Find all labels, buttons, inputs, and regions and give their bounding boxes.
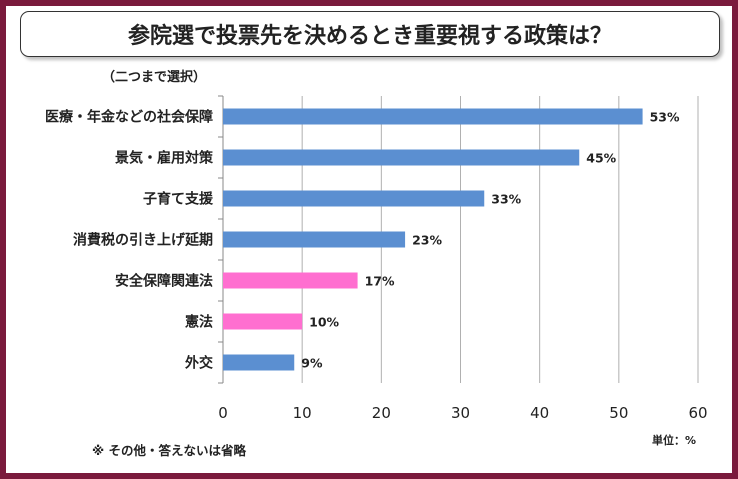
bar-1	[223, 149, 580, 166]
bar-5	[223, 313, 303, 330]
x-tick-label-0: 0	[218, 404, 228, 422]
bar-2	[223, 190, 485, 207]
x-tick-label-4: 40	[530, 404, 549, 422]
x-tick-label-6: 60	[688, 404, 707, 422]
bar-6	[223, 354, 295, 371]
category-label-1: 景気・雇用対策	[115, 150, 214, 167]
x-tick-label-3: 30	[451, 404, 470, 422]
unit-label: 単位：%	[652, 434, 697, 447]
value-label-1: 45%	[586, 151, 616, 166]
chart-title: 参院選で投票先を決めるとき重要視する政策は？	[20, 11, 720, 57]
x-tick-label-1: 10	[293, 404, 312, 422]
category-label-6: 外交	[185, 355, 213, 372]
chart-subtitle: （二つまで選択）	[102, 70, 207, 85]
category-label-2: 子育て支援	[143, 191, 214, 208]
value-label-0: 53%	[650, 110, 680, 125]
bar-0	[223, 108, 643, 125]
category-label-0: 医療・年金などの社会保障	[45, 109, 213, 126]
category-label-4: 安全保障関連法	[115, 273, 213, 290]
value-label-2: 33%	[491, 192, 521, 207]
value-label-3: 23%	[412, 233, 442, 248]
category-label-5: 憲法	[184, 314, 213, 331]
value-label-4: 17%	[365, 274, 395, 289]
bar-3	[223, 231, 406, 248]
x-tick-label-5: 50	[609, 404, 628, 422]
x-tick-label-2: 20	[372, 404, 391, 422]
category-label-3: 消費税の引き上げ延期	[73, 232, 213, 249]
value-label-5: 10%	[309, 315, 339, 330]
footnote: ※ その他・答えないは省略	[92, 443, 247, 458]
value-label-6: 9%	[301, 356, 323, 371]
bar-4	[223, 272, 358, 289]
